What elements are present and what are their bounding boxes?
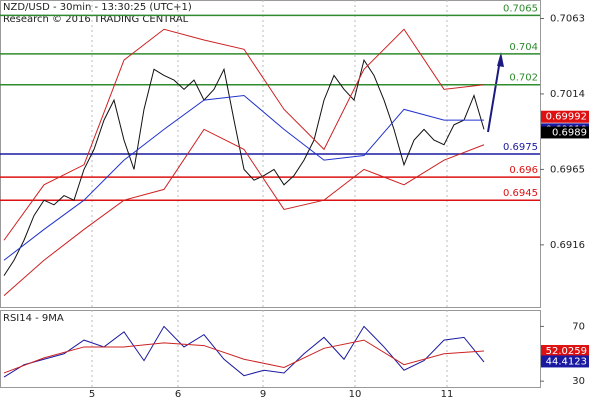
y-tick-label: 30 — [572, 376, 585, 387]
x-tick-label: 9 — [260, 389, 266, 400]
series-line — [3, 28, 485, 241]
price-marker-label: 0.69992 — [546, 112, 587, 123]
y-tick-label: 70 — [572, 321, 585, 332]
rsi-panel — [0, 310, 541, 388]
y-tick-label: 0.6965 — [550, 164, 585, 175]
price-marker-label: 0.6989 — [552, 127, 587, 138]
level-label: 0.7065 — [503, 3, 538, 14]
x-tick-label: 10 — [349, 389, 362, 400]
y-tick-label: 0.7014 — [550, 89, 585, 100]
price-marker — [541, 355, 589, 368]
series-line — [3, 94, 484, 261]
x-tick-label: 11 — [441, 389, 454, 400]
x-tick-label: 6 — [175, 389, 181, 400]
level-label: 0.696 — [509, 165, 538, 176]
x-tick-label: 5 — [89, 389, 95, 400]
chart-subtitle: Research © 2016 TRADING CENTRAL — [3, 14, 189, 25]
price-marker — [541, 110, 589, 123]
series-line — [3, 339, 485, 374]
level-label: 0.6975 — [503, 142, 538, 153]
arrow-head — [497, 52, 504, 67]
price-marker — [541, 345, 589, 358]
forecast-arrow — [487, 59, 501, 133]
level-label: 0.702 — [509, 73, 538, 84]
rsi-title: RSI14 - 9MA — [3, 313, 64, 324]
price-marker-label: 44.4123 — [546, 356, 587, 367]
series-line — [3, 58, 485, 276]
y-tick-label: 0.6916 — [550, 240, 585, 251]
price-marker-label: 52.0259 — [546, 346, 587, 357]
price-marker — [541, 126, 589, 139]
chart-title: NZD/USD - 30min - 13:30:25 (UTC+1) — [3, 2, 192, 13]
series-line — [3, 128, 485, 297]
series-line — [3, 325, 485, 378]
level-label: 0.704 — [509, 42, 538, 53]
y-tick-label: 0.7063 — [550, 13, 585, 24]
level-label: 0.6945 — [503, 188, 538, 199]
